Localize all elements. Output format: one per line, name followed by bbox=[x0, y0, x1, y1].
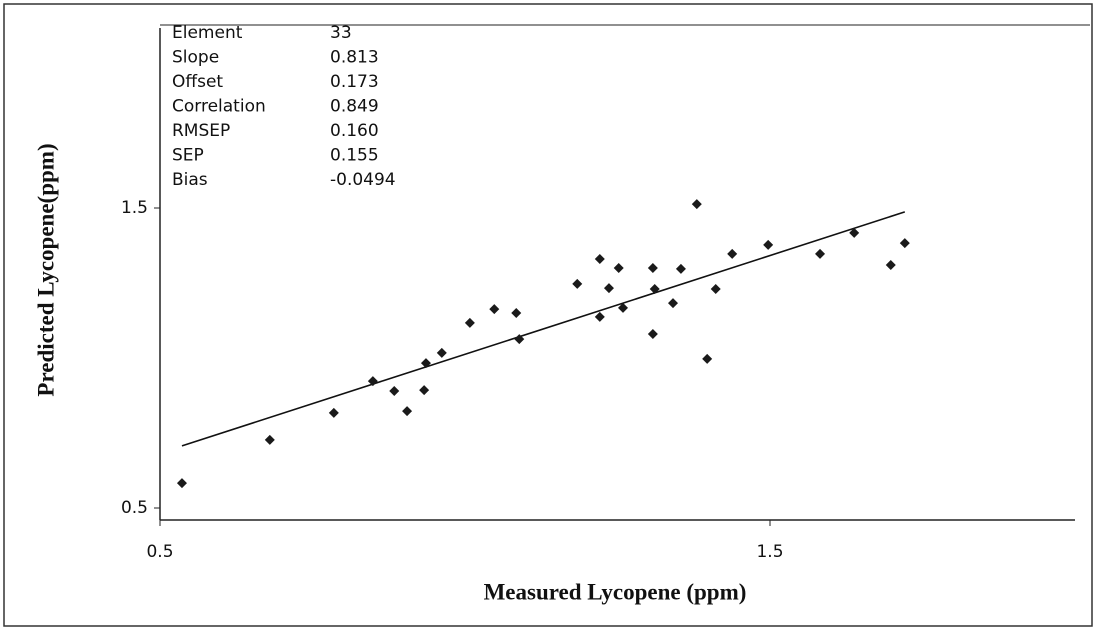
point bbox=[900, 238, 910, 248]
stat-label: Offset bbox=[172, 72, 223, 92]
point bbox=[329, 408, 339, 418]
point bbox=[886, 260, 896, 270]
point bbox=[595, 312, 605, 322]
point bbox=[265, 435, 275, 445]
point bbox=[727, 249, 737, 259]
x-tick-label: 0.5 bbox=[146, 542, 173, 562]
point bbox=[402, 406, 412, 416]
point bbox=[815, 249, 825, 259]
stat-label: Correlation bbox=[172, 97, 266, 117]
point bbox=[676, 264, 686, 274]
point bbox=[614, 263, 624, 273]
point bbox=[668, 298, 678, 308]
chart: Measured Lycopene (ppm) Predicted Lycope… bbox=[0, 0, 1098, 632]
stat-label: Slope bbox=[172, 48, 219, 68]
stat-value: 0.173 bbox=[330, 72, 379, 92]
point bbox=[465, 318, 475, 328]
point bbox=[711, 284, 721, 294]
y-tick-label: 0.5 bbox=[121, 498, 148, 518]
point bbox=[648, 263, 658, 273]
point bbox=[489, 304, 499, 314]
stat-value: -0.0494 bbox=[330, 170, 396, 190]
x-tick-label: 1.5 bbox=[756, 542, 783, 562]
stat-label: Element bbox=[172, 23, 243, 43]
stat-label: RMSEP bbox=[172, 121, 230, 141]
point bbox=[692, 199, 702, 209]
stat-value: 33 bbox=[330, 23, 352, 43]
stat-label: Bias bbox=[172, 170, 208, 190]
chart-frame bbox=[4, 4, 1092, 626]
stat-value: 0.155 bbox=[330, 146, 379, 166]
point bbox=[572, 279, 582, 289]
point bbox=[763, 240, 773, 250]
stat-value: 0.160 bbox=[330, 121, 379, 141]
point bbox=[702, 354, 712, 364]
point bbox=[389, 386, 399, 396]
y-tick-label: 1.5 bbox=[121, 198, 148, 218]
stat-label: SEP bbox=[172, 146, 204, 166]
point bbox=[437, 348, 447, 358]
y-axis-title: Predicted Lycopene(ppm) bbox=[33, 143, 58, 396]
point bbox=[177, 478, 187, 488]
point bbox=[419, 385, 429, 395]
point bbox=[648, 329, 658, 339]
point bbox=[604, 283, 614, 293]
point bbox=[511, 308, 521, 318]
x-axis-title: Measured Lycopene (ppm) bbox=[484, 579, 747, 604]
stat-value: 0.849 bbox=[330, 97, 379, 117]
point bbox=[595, 254, 605, 264]
trendline bbox=[182, 212, 905, 446]
stat-value: 0.813 bbox=[330, 48, 379, 68]
